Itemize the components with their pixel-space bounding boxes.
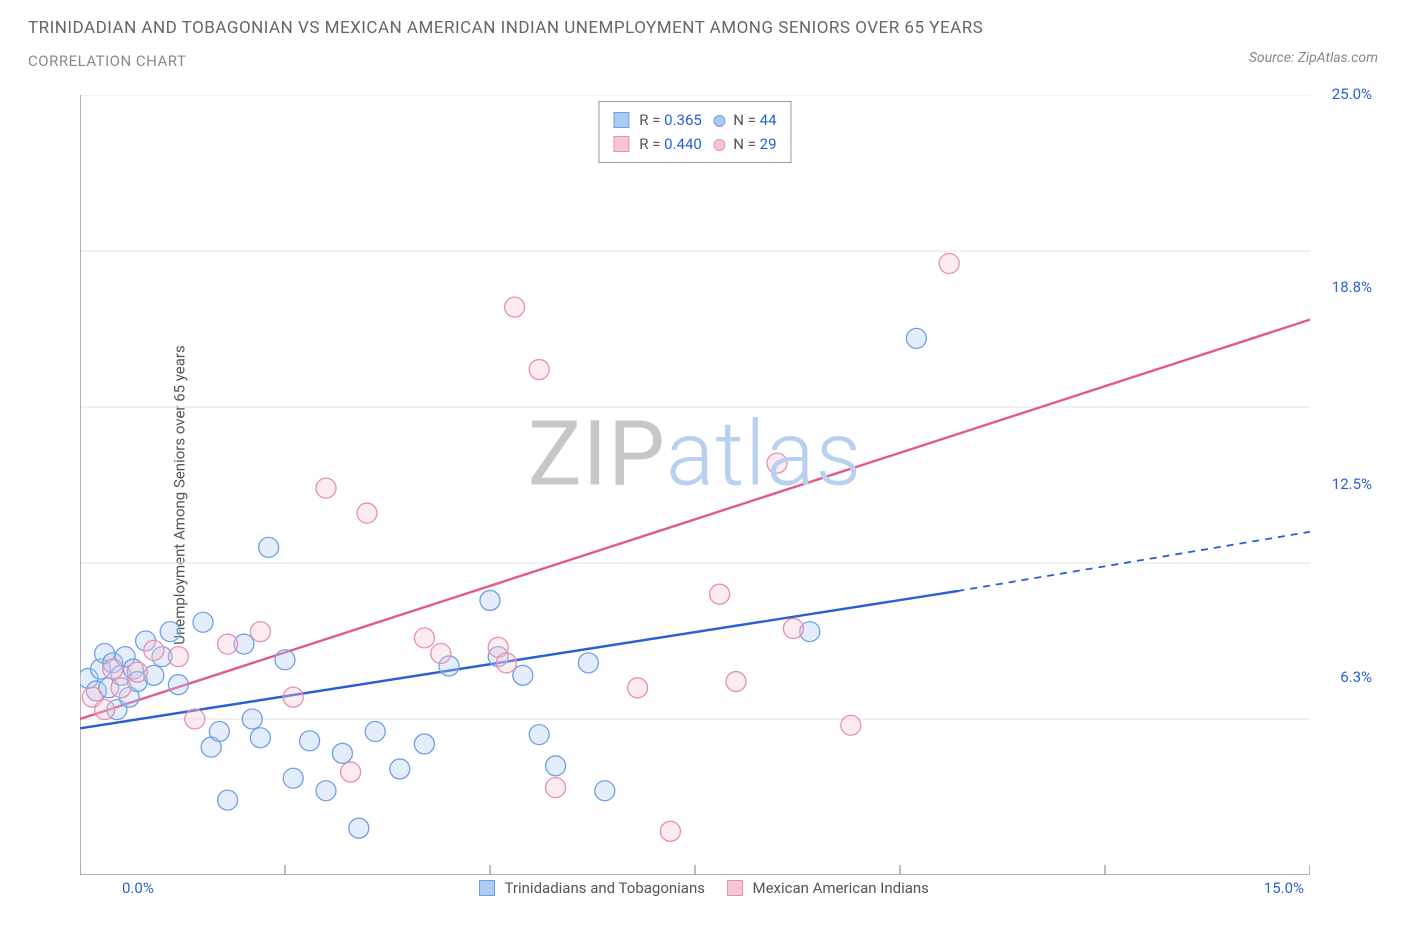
y-axis-right-label: 25.0% xyxy=(1332,85,1372,103)
stats-legend: R = 0.365 N = 44 R = 0.440 N = 29 xyxy=(598,101,791,163)
r-label: R = xyxy=(639,135,664,153)
legend-swatch-icon xyxy=(727,880,743,896)
legend-circle-icon xyxy=(714,115,726,127)
y-axis-right-label: 12.5% xyxy=(1332,475,1372,493)
r-value-2: 0.440 xyxy=(664,135,702,153)
plot-area: ZIPatlas R = 0.365 N = 44 R = 0.440 N = … xyxy=(80,95,1310,875)
n-value-2: 29 xyxy=(760,135,777,153)
chart-title: TRINIDADIAN AND TOBAGONIAN VS MEXICAN AM… xyxy=(28,18,1378,38)
stats-row-2: R = 0.440 N = 29 xyxy=(613,132,776,156)
series-1-label: Trinidadians and Tobagonians xyxy=(505,879,705,897)
y-axis-right-label: 6.3% xyxy=(1340,668,1372,686)
series-legend: Trinidadians and Tobagonians Mexican Ame… xyxy=(80,879,1310,897)
legend-swatch-icon xyxy=(613,136,629,152)
series-2-label: Mexican American Indians xyxy=(752,879,928,897)
source-attribution: Source: ZipAtlas.com xyxy=(1249,50,1378,66)
chart-subtitle: CORRELATION CHART xyxy=(28,52,1378,70)
n-value-1: 44 xyxy=(760,111,777,129)
legend-circle-icon xyxy=(714,139,726,151)
scatter-svg xyxy=(80,95,1310,875)
stats-row-1: R = 0.365 N = 44 xyxy=(613,108,776,132)
chart-container: Unemployment Among Seniors over 65 years… xyxy=(38,95,1378,895)
chart-header: TRINIDADIAN AND TOBAGONIAN VS MEXICAN AM… xyxy=(0,0,1406,70)
r-value-1: 0.365 xyxy=(664,111,702,129)
legend-swatch-icon xyxy=(613,112,629,128)
n-label: N = xyxy=(733,111,759,129)
y-axis-right-label: 18.8% xyxy=(1332,278,1372,296)
r-label: R = xyxy=(639,111,664,129)
legend-swatch-icon xyxy=(479,880,495,896)
n-label: N = xyxy=(733,135,759,153)
